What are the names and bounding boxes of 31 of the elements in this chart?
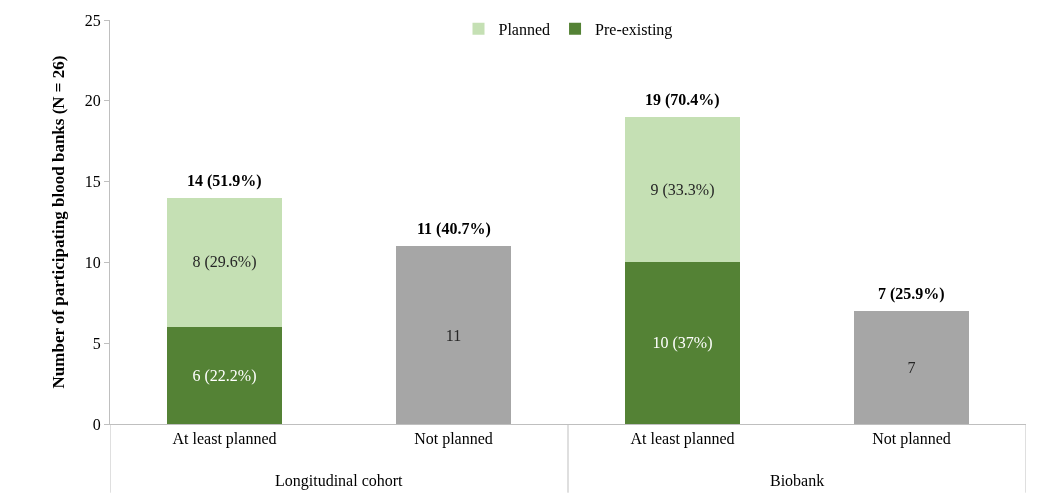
bar: [396, 246, 511, 424]
data-label: 6 (22.2%): [192, 366, 257, 385]
y-tick-label: 15: [84, 173, 101, 191]
bar: [625, 262, 740, 424]
y-tick-label: 20: [84, 92, 101, 110]
bar: [167, 327, 282, 424]
data-label: 10 (37%): [652, 334, 713, 353]
legend-label: Pre-existing: [595, 21, 673, 40]
data-label: 11: [445, 326, 462, 344]
y-tick-label: 5: [92, 334, 101, 352]
y-tick-label: 0: [92, 415, 101, 433]
total-label: 14 (51.9%): [187, 172, 262, 190]
bar: [854, 310, 969, 424]
total-label: 7 (25.9%): [878, 285, 945, 303]
data-label: 8 (29.6%): [192, 253, 257, 272]
legend-label: Planned: [498, 21, 551, 39]
text: Longitudinal cohort: [275, 472, 404, 490]
x-tick-label: Not planned: [414, 430, 493, 449]
total-label: 19 (70.4%): [645, 91, 720, 109]
total-label: 11 (40.7%): [417, 220, 491, 238]
y-axis-title: Number of participating blood banks (N = 26): [49, 55, 69, 389]
y-tick-label: 25: [84, 11, 101, 29]
x-tick-label: At least planned: [630, 430, 735, 449]
bar: [625, 116, 740, 263]
x-tick-label: Not planned: [872, 430, 951, 449]
x-tick-label: At least planned: [172, 430, 277, 449]
bar: [167, 197, 282, 328]
data-label: 7: [907, 358, 916, 376]
data-label: 9 (33.3%): [650, 180, 715, 199]
y-tick-label: 10: [84, 254, 101, 271]
text: Biobank: [770, 472, 825, 489]
